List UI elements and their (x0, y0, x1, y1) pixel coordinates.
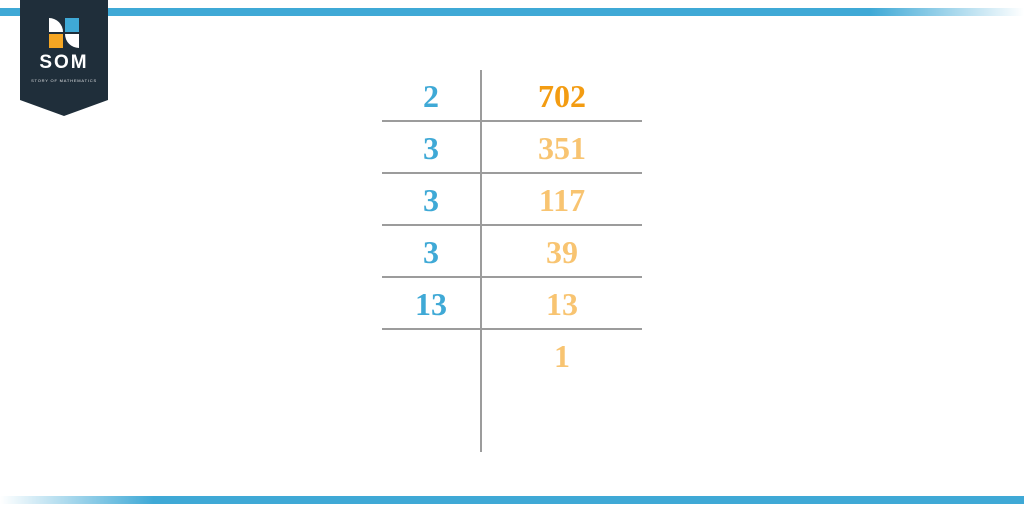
divisor-cell: 3 (382, 226, 482, 276)
divisor-cell: 2 (382, 70, 482, 120)
divisor-cell (382, 330, 482, 382)
table-row: 13 13 (382, 278, 642, 330)
quotient-cell: 1 (482, 330, 642, 382)
table-row: 2 702 (382, 70, 642, 122)
prime-factorization-table: 2 702 3 351 3 117 3 39 13 13 1 (382, 70, 642, 452)
logo-subtitle: STORY OF MATHEMATICS (31, 78, 97, 83)
table-row: 3 39 (382, 226, 642, 278)
table-row: 3 351 (382, 122, 642, 174)
quotient-cell-tail (482, 382, 642, 452)
quotient-cell: 117 (482, 174, 642, 224)
quotient-cell: 39 (482, 226, 642, 276)
table-row: 1 (382, 330, 642, 382)
divisor-cell: 3 (382, 174, 482, 224)
logo-badge: SOM STORY OF MATHEMATICS (20, 0, 108, 100)
table-row: 3 117 (382, 174, 642, 226)
table-tail (382, 382, 642, 452)
top-accent-bar (0, 8, 1024, 16)
quotient-cell: 351 (482, 122, 642, 172)
quotient-cell: 702 (482, 70, 642, 120)
divisor-cell: 13 (382, 278, 482, 328)
bottom-accent-bar (0, 496, 1024, 504)
divisor-cell-tail (382, 382, 482, 452)
logo-text: SOM (39, 52, 88, 74)
divisor-cell: 3 (382, 122, 482, 172)
logo-icon (49, 18, 79, 48)
quotient-cell: 13 (482, 278, 642, 328)
